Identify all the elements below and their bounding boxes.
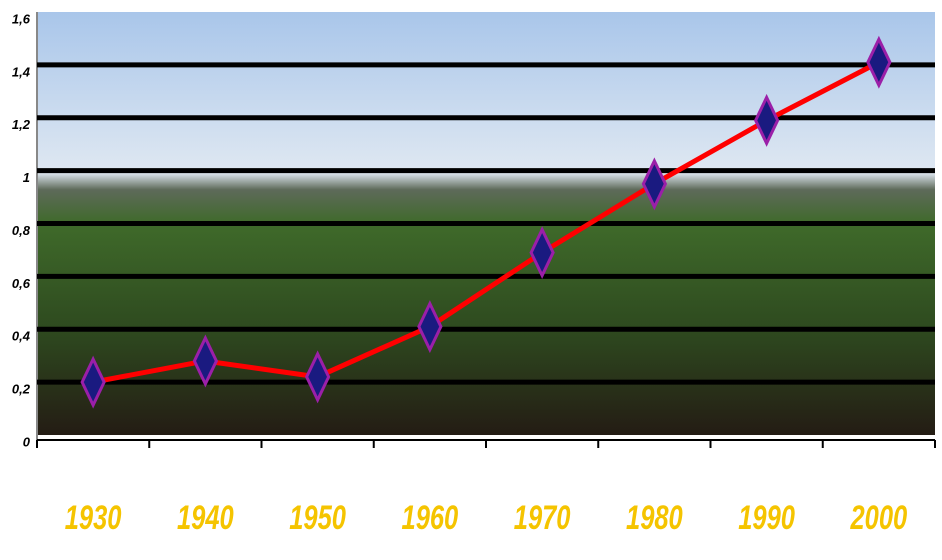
data-marker [866,35,892,89]
data-line [92,60,881,385]
data-marker [529,226,555,280]
y-tick-label: 1,6 [12,11,31,26]
x-tick-label: 1940 [177,500,234,537]
data-marker [753,93,780,147]
x-tick-label: 1970 [514,500,571,537]
x-tick-label: 1980 [626,500,683,537]
data-marker [641,157,668,211]
y-tick-label: 0,4 [12,329,31,344]
y-tick-label: 0,2 [12,382,31,397]
y-tick-label: 1,2 [12,117,31,132]
data-marker [80,355,106,409]
data-marker [304,350,331,404]
x-tick-label: 2000 [850,500,908,537]
x-tick-label: 1990 [738,500,795,537]
x-tick-label: 1950 [289,500,346,537]
data-marker [417,300,443,354]
y-tick-label: 0,8 [12,223,31,238]
data-marker [192,334,219,388]
y-tick-label: 1,4 [12,64,31,79]
x-tick-label: 1930 [65,500,122,537]
y-tick-label: 1 [23,170,30,185]
x-tick-label: 1960 [402,500,459,537]
y-tick-label: 0,6 [12,276,31,291]
y-tick-label: 0 [23,434,31,449]
